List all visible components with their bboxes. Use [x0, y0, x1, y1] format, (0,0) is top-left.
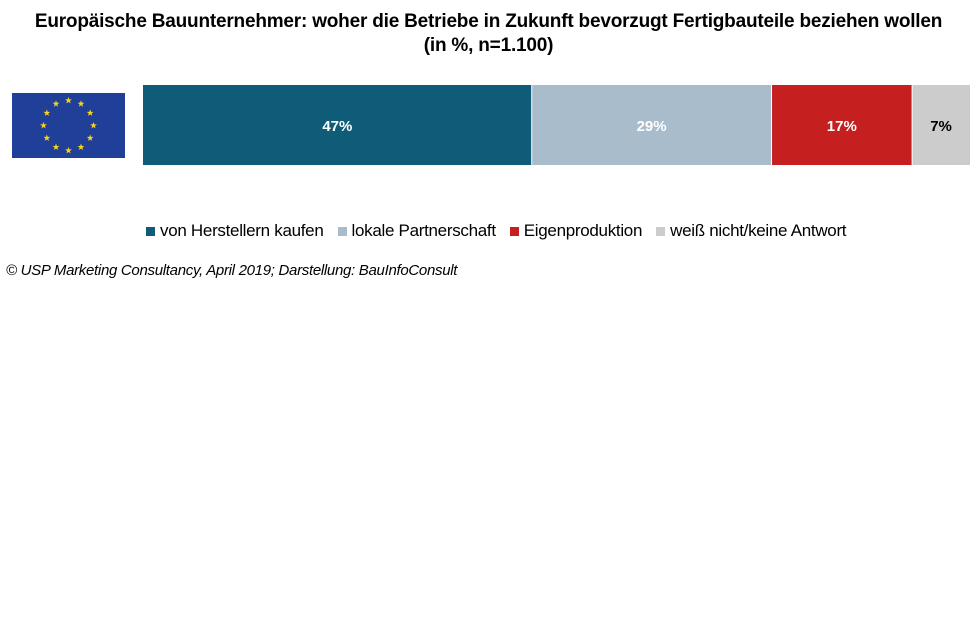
legend-label: Eigenproduktion — [523, 221, 643, 240]
flag-star — [86, 109, 94, 116]
legend-item-3: Eigenproduktion — [509, 221, 643, 241]
flag-star — [43, 134, 51, 141]
flag-star — [65, 146, 72, 154]
chart-subtitle: (in %, n=1.100) — [423, 35, 554, 56]
bar-segment-1 — [143, 85, 532, 165]
bar-data-label: 7% — [930, 118, 952, 135]
eu-flag-icon — [12, 93, 125, 158]
chart-title-main: Europäische Bauunternehmer: woher die Be… — [34, 11, 943, 32]
bar-segment-4 — [912, 85, 970, 165]
flag-star — [52, 143, 60, 151]
chart-title: Europäische Bauunternehmer: woher die Be… — [0, 10, 977, 58]
bar-data-label: 29% — [637, 118, 667, 135]
stacked-bar-chart: 47% 29% 17% 7% — [143, 85, 970, 165]
legend-label: von Herstellern kaufen — [160, 221, 324, 240]
legend-swatch — [509, 226, 519, 236]
flag-star — [43, 109, 51, 116]
legend-swatch — [337, 226, 347, 236]
flag-star — [86, 134, 94, 141]
source-note: © USP Marketing Consultancy, April 2019;… — [6, 262, 458, 279]
chart-legend: von Herstellern kaufen lokale Partnerscha… — [146, 220, 860, 242]
flag-star — [65, 96, 72, 104]
bar-data-label: 17% — [827, 118, 857, 135]
bar-data-label: 47% — [322, 118, 352, 135]
legend-label: lokale Partnerschaft — [351, 221, 497, 240]
legend-item-2: lokale Partnerschaft — [337, 221, 497, 241]
legend-swatch — [146, 226, 155, 236]
flag-star — [90, 121, 97, 129]
flag-star — [40, 121, 47, 129]
legend-swatch — [656, 226, 666, 236]
legend-label: weiß nicht/keine Antwort — [670, 221, 847, 240]
bar-segment-2 — [531, 85, 772, 165]
flag-star — [77, 143, 85, 151]
legend-item-1: von Herstellern kaufen — [146, 221, 324, 241]
bar-segment-3 — [771, 85, 913, 165]
legend-item-4: weiß nicht/keine Antwort — [656, 221, 847, 241]
flag-star — [77, 100, 85, 107]
flag-star — [52, 100, 60, 107]
